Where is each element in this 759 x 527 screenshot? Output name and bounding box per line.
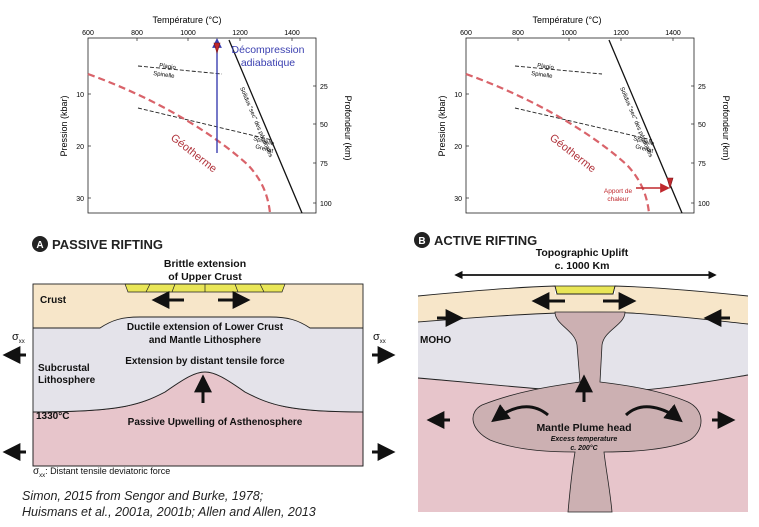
decompression-label: Décompression xyxy=(232,44,305,56)
depth-tick-label: 75 xyxy=(320,161,328,168)
upwelling-label: Passive Upwelling of Asthenosphere xyxy=(128,417,303,428)
x-tick-label: 1200 xyxy=(232,30,248,37)
excess-temperature-label: c. 200°C xyxy=(570,444,598,452)
spinelle-grenat-boundary xyxy=(514,107,653,141)
section-frame xyxy=(32,283,364,467)
x-tick-label: 600 xyxy=(460,30,472,37)
depth-tick-label: 25 xyxy=(320,84,328,91)
ductile-extension-label: Ductile extension of Lower Crust xyxy=(127,322,284,333)
brittle-extension-label: Brittle extension xyxy=(164,258,246,270)
top-right-pt-diagram: Température (°C) 600 800 1000 1200 1400 … xyxy=(437,15,731,214)
decompression-label: adiabatique xyxy=(241,57,295,69)
subcrustal-lithosphere-layer xyxy=(33,317,363,412)
plume-flow-arrow xyxy=(491,404,549,423)
panel-badge xyxy=(414,232,430,248)
isotherm-1330-line xyxy=(32,371,364,413)
panel-badge xyxy=(32,236,48,252)
depth-axis-title: Profondeur (km) xyxy=(721,95,731,160)
depth-tick-label: 100 xyxy=(698,201,710,208)
brittle-extension-label: of Upper Crust xyxy=(168,271,242,283)
sigma-right-label: σxx xyxy=(373,331,386,345)
plagio-spinelle-boundary xyxy=(137,65,223,75)
panel-badge-letter: B xyxy=(418,236,425,247)
passive-rifting-panel: A PASSIVE RIFTING Brittle extension of U… xyxy=(2,236,396,479)
depth-tick-label: 75 xyxy=(698,161,706,168)
plot-frame xyxy=(465,37,695,214)
depth-tick-label: 25 xyxy=(698,84,706,91)
spinelle-label: Spinelle xyxy=(632,136,655,147)
heat-input-label: chaleur xyxy=(607,196,629,203)
panel-title: ACTIVE RIFTING xyxy=(434,233,537,248)
active-rifting-panel: B ACTIVE RIFTING Topographic Uplift c. 1… xyxy=(414,232,749,513)
spinelle-label: Spinelle xyxy=(531,71,554,80)
depth-tick-label: 100 xyxy=(320,201,332,208)
x-axis-title: Température (°C) xyxy=(532,15,601,25)
y-axis-title: Pression (kbar) xyxy=(59,95,69,156)
y-tick-label: 20 xyxy=(454,144,462,151)
x-axis-title: Température (°C) xyxy=(152,15,221,25)
topographic-surface xyxy=(417,285,749,297)
depth-tick-label: 50 xyxy=(320,122,328,129)
x-tick-label: 1400 xyxy=(665,30,681,37)
x-tick-label: 800 xyxy=(131,30,143,37)
plume-flow-arrow xyxy=(624,403,683,423)
plot-frame xyxy=(87,37,317,214)
solidus-line xyxy=(228,39,303,214)
y-tick-label: 30 xyxy=(454,196,462,203)
y-axis-title: Pression (kbar) xyxy=(437,95,447,156)
subcrustal-label: Subcrustal xyxy=(38,363,90,374)
uplift-label: c. 1000 Km xyxy=(555,260,610,272)
geotherm-label: Géotherme xyxy=(168,132,219,175)
y-tick-label: 10 xyxy=(454,92,462,99)
ductile-extension-label: and Mantle Lithosphere xyxy=(149,335,262,346)
y-tick-label: 20 xyxy=(76,144,84,151)
subcrustal-label: Lithosphere xyxy=(38,375,96,386)
citation-line: Simon, 2015 from Sengor and Burke, 1978; xyxy=(22,489,264,503)
grenat-label: Grenat xyxy=(634,144,654,155)
panel-title: PASSIVE RIFTING xyxy=(52,237,163,252)
depth-tick-label: 50 xyxy=(698,122,706,129)
panel-badge-letter: A xyxy=(36,240,43,251)
x-tick-label: 1200 xyxy=(613,30,629,37)
heat-input-label: Apport de xyxy=(604,188,633,195)
depth-axis-title: Profondeur (km) xyxy=(343,95,353,160)
sigma-footnote: σxx: Distant tensile deviatoric force xyxy=(33,466,170,479)
citation: Simon, 2015 from Sengor and Burke, 1978;… xyxy=(22,488,316,520)
x-tick-label: 1000 xyxy=(561,30,577,37)
mantle-plume xyxy=(472,311,702,513)
y-tick-label: 10 xyxy=(76,92,84,99)
moho-label: MOHO xyxy=(420,335,451,346)
plagio-label: Plagio xyxy=(159,63,177,71)
melt-drop-icon xyxy=(213,42,221,55)
crust-layer xyxy=(418,286,748,324)
x-tick-label: 1400 xyxy=(284,30,300,37)
plagio-spinelle-boundary xyxy=(514,65,603,75)
spinelle-label: Spinelle xyxy=(153,71,176,80)
melt-drop-icon xyxy=(666,177,674,190)
plume-head-label: Mantle Plume head xyxy=(536,422,631,434)
geotherm-label: Géotherme xyxy=(547,132,598,175)
plagio-label: Plagio xyxy=(537,63,555,71)
graben-fill xyxy=(554,285,616,295)
moho-line xyxy=(33,316,363,329)
y-tick-label: 30 xyxy=(76,196,84,203)
sigma-left-label: σxx xyxy=(12,331,25,345)
uplift-label: Topographic Uplift xyxy=(536,247,629,259)
x-tick-label: 1000 xyxy=(180,30,196,37)
isotherm-label: 1330°C xyxy=(36,411,69,422)
spinelle-label: Spinelle xyxy=(252,136,275,147)
grenat-label: Grenat xyxy=(254,144,274,155)
geotherm-curve xyxy=(465,72,651,214)
citation-line: Huismans et al., 2001a, 2001b; Allen and… xyxy=(22,505,316,519)
top-left-pt-diagram: Température (°C) 600 800 1000 1200 1400 … xyxy=(59,15,353,214)
crust-label: Crust xyxy=(40,295,67,306)
x-tick-label: 600 xyxy=(82,30,94,37)
x-tick-label: 800 xyxy=(512,30,524,37)
extension-force-label: Extension by distant tensile force xyxy=(125,356,285,367)
spinelle-grenat-boundary xyxy=(137,107,273,141)
excess-temperature-label: Excess temperature xyxy=(551,436,618,443)
